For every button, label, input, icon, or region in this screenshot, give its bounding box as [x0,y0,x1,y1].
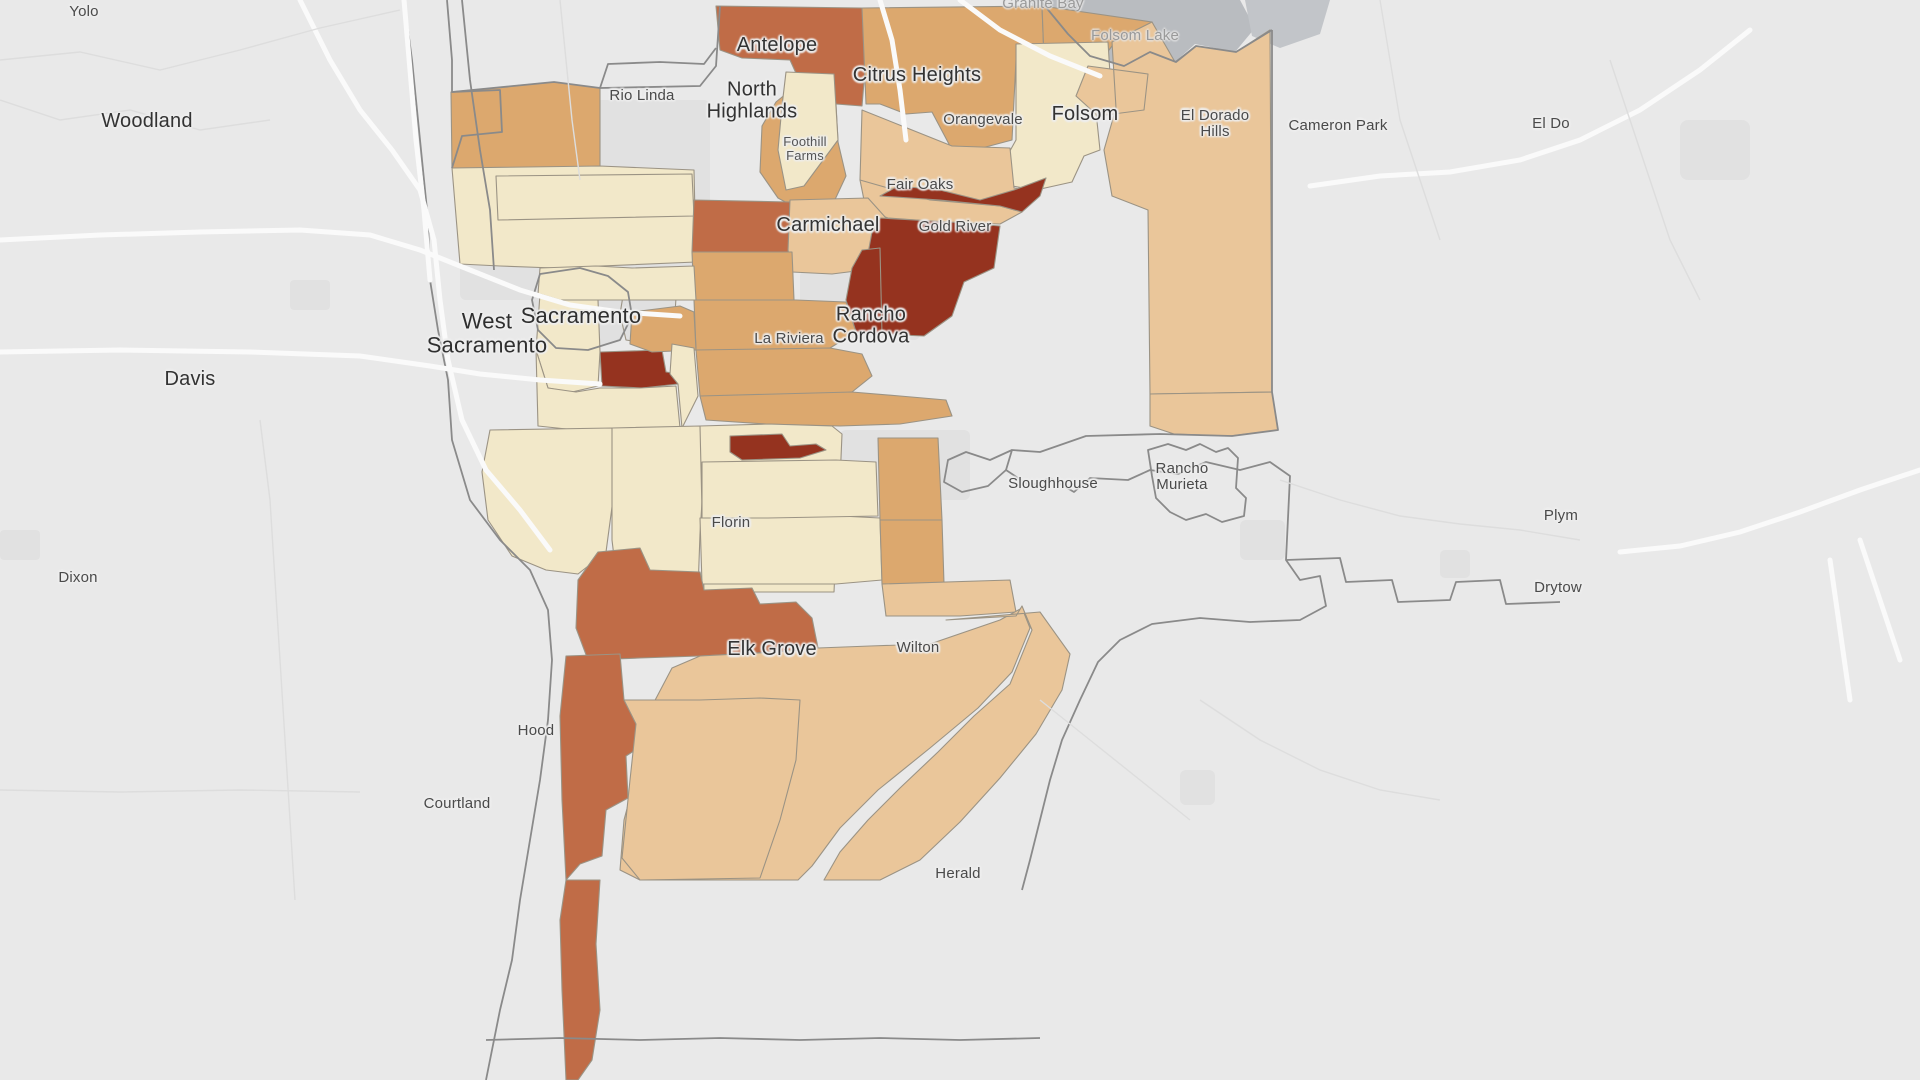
tract-nw-cream-2[interactable] [495,173,695,221]
road-minor-layer [0,0,1701,901]
tract-la-riviera-south[interactable] [695,347,873,399]
highway-layer [0,0,1920,703]
tract-elk-grove-west[interactable] [575,547,819,661]
tract-far-west-rust[interactable] [559,879,601,1080]
tract-gold-river[interactable] [879,177,1047,213]
tract-east-sac-tan[interactable] [699,391,953,427]
tract-southeast-wedge[interactable] [823,605,1071,881]
tract-florin[interactable] [699,515,883,585]
tract-elk-grove-south[interactable] [621,697,801,881]
tract-foothill-farms[interactable] [777,71,839,191]
tract-florin-east[interactable] [877,437,943,521]
tract-la-riviera[interactable] [693,299,857,355]
tract-nw-tan[interactable] [450,81,601,171]
tract-sac-south-dark[interactable] [729,433,827,461]
tract-southeast-tan[interactable] [881,579,1017,617]
tract-florin-mid[interactable] [701,459,879,519]
tract-carmichael-west[interactable] [691,199,795,255]
tract-carmichael-south[interactable] [691,251,795,303]
tract-ne-tan-block[interactable] [1149,391,1279,437]
tract-florin-east-2[interactable] [879,519,945,585]
choropleth-layer[interactable] [450,5,1279,1080]
